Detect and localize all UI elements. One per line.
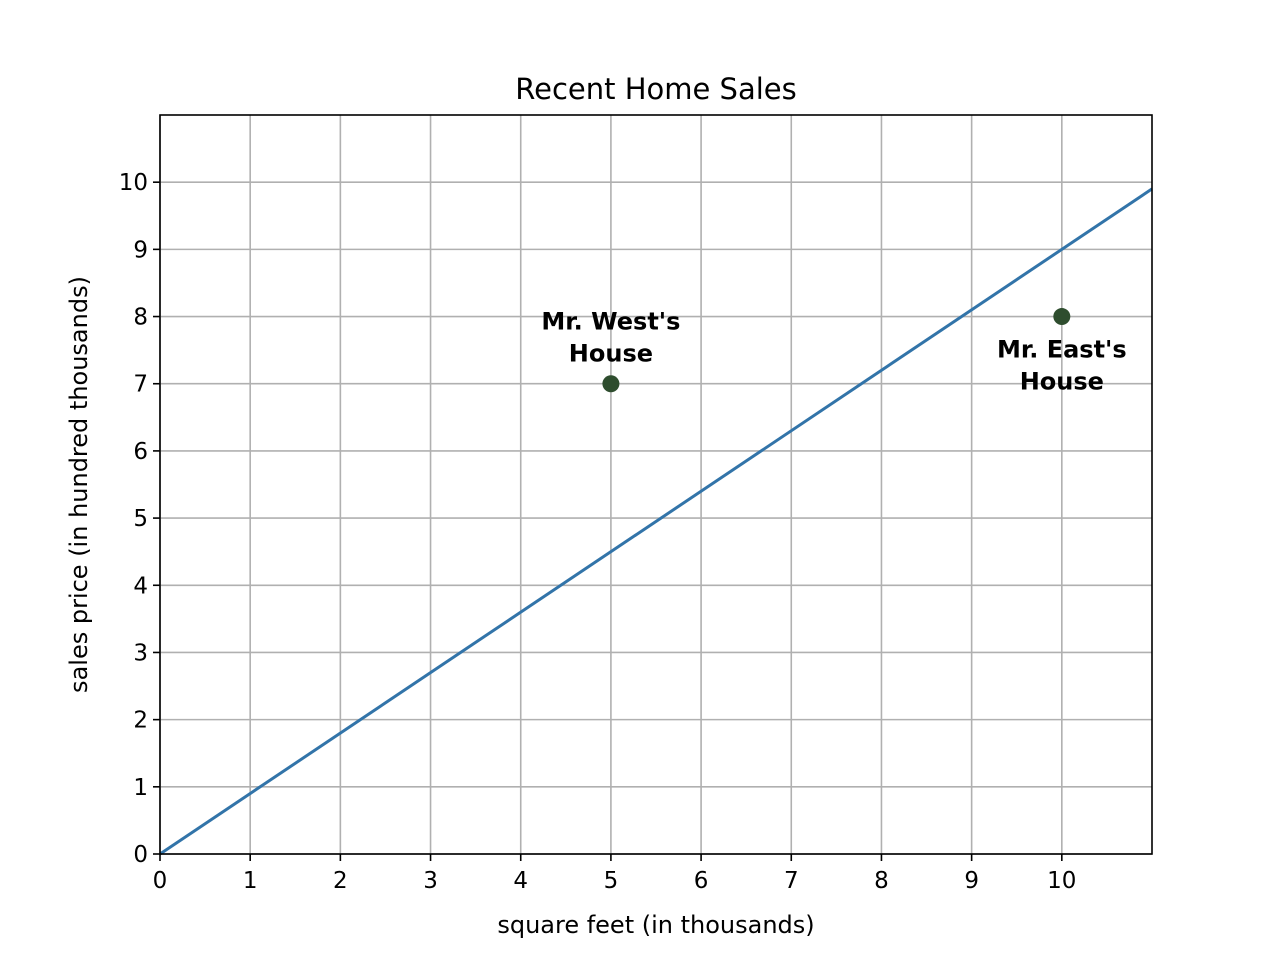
plot-frame bbox=[159, 114, 1153, 855]
trend-line bbox=[159, 187, 1153, 856]
x-tick-label: 4 bbox=[513, 868, 528, 894]
chart-series bbox=[159, 187, 1153, 856]
x-tick-label: 10 bbox=[1047, 868, 1076, 894]
point-annotation: House bbox=[1020, 368, 1104, 396]
y-tick-label: 0 bbox=[133, 842, 148, 868]
y-tick-label: 3 bbox=[133, 640, 148, 666]
data-point bbox=[1053, 308, 1071, 326]
x-tick-label: 6 bbox=[694, 868, 709, 894]
x-tick-label: 9 bbox=[964, 868, 979, 894]
x-tick-label: 1 bbox=[243, 868, 258, 894]
chart-annotations: Mr. West's House Mr. East's House bbox=[541, 308, 1126, 396]
x-tick-label: 0 bbox=[153, 868, 168, 894]
chart-points bbox=[602, 308, 1071, 393]
y-tick-label: 8 bbox=[133, 305, 148, 331]
y-tick-label: 4 bbox=[133, 573, 148, 599]
y-tick-label: 9 bbox=[133, 237, 148, 263]
y-tick-label: 2 bbox=[133, 708, 148, 734]
grid bbox=[159, 115, 1152, 855]
point-annotation: House bbox=[569, 340, 653, 368]
y-tick-label: 1 bbox=[133, 775, 148, 801]
data-point bbox=[602, 375, 620, 393]
y-tick-label: 7 bbox=[133, 372, 148, 398]
point-annotation: Mr. East's bbox=[997, 336, 1127, 364]
x-tick-label: 5 bbox=[604, 868, 619, 894]
y-tick-label: 6 bbox=[133, 439, 148, 465]
y-tick-label: 10 bbox=[119, 170, 148, 196]
x-tick-label: 2 bbox=[333, 868, 348, 894]
x-tick-label: 8 bbox=[874, 868, 889, 894]
x-tick-label: 3 bbox=[423, 868, 438, 894]
x-axis-label: square feet (in thousands) bbox=[497, 911, 814, 939]
y-axis-label: sales price (in hundred thousands) bbox=[65, 276, 93, 693]
y-tick-label: 5 bbox=[133, 506, 148, 532]
point-annotation: Mr. West's bbox=[541, 308, 680, 336]
x-tick-label: 7 bbox=[784, 868, 799, 894]
chart-title: Recent Home Sales bbox=[515, 72, 797, 106]
axis-ticks: 0 1 2 3 4 5 6 7 8 9 10 0 1 2 3 4 5 6 7 8 9 10 bbox=[119, 170, 1077, 894]
